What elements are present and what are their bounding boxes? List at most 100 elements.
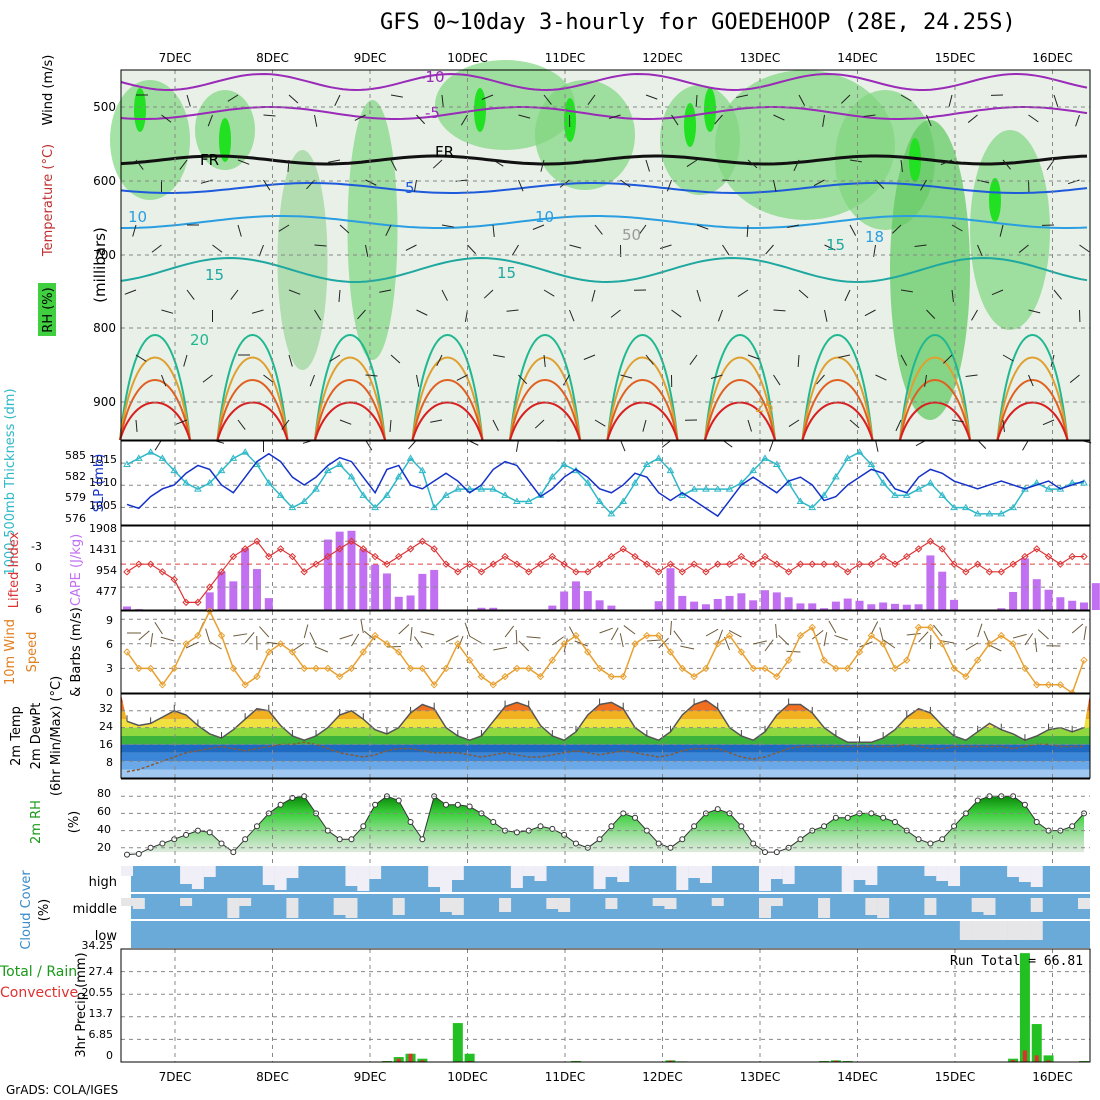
wind-speed-line-point (253, 672, 261, 681)
wind-barb (793, 159, 800, 172)
thickness-line-point (194, 485, 202, 492)
wind-barb (135, 354, 147, 362)
y-tick-label: 9 (106, 614, 113, 627)
wind-barb (1022, 439, 1029, 451)
rh-point (372, 801, 379, 808)
wind-barb (879, 627, 884, 642)
wind-barb (977, 179, 990, 184)
y-tick-label: 3 (106, 662, 113, 675)
wind-barb (205, 628, 211, 643)
temp-contour (996, 379, 1069, 441)
wind-barb (722, 244, 730, 256)
lifted-index-point (489, 560, 497, 568)
x-tick-label-top: 14DEC (837, 51, 877, 65)
wind-barb (920, 179, 927, 191)
cloud-clear-low (1030, 920, 1043, 940)
lifted-index-point (867, 560, 876, 568)
wind-barb (314, 114, 318, 127)
wind-barb (518, 179, 524, 192)
temp-contour (606, 401, 679, 441)
convective-bar (1046, 1060, 1051, 1062)
lifted-index-point (548, 552, 557, 561)
lifted-index-point (654, 568, 663, 576)
lifted-index-point (524, 568, 533, 576)
cape-bar (418, 573, 427, 610)
cape-bar (1044, 589, 1053, 610)
wind-barb (623, 625, 636, 635)
thickness-line-point (170, 466, 179, 474)
wind-barb (287, 159, 290, 172)
thickness-line-point (595, 497, 604, 504)
rh-point (632, 814, 639, 821)
rh-point (230, 849, 237, 856)
wind-speed-line-point (123, 648, 131, 656)
contour-label: 25 (755, 398, 774, 416)
thickness-line-point (123, 460, 131, 467)
cloud-clear-middle (865, 898, 878, 915)
wind-barb (940, 159, 953, 166)
cape-bar (548, 605, 557, 610)
wind-barb (918, 631, 929, 643)
wind-speed-line-point (454, 640, 462, 648)
temp-mask (121, 694, 1090, 743)
lifted-index-point (158, 568, 167, 576)
rh-point (939, 836, 946, 843)
cloud-clear-high (924, 866, 937, 876)
temp-contour (801, 379, 874, 441)
cape-bar (737, 593, 746, 610)
x-tick-label-top: 10DEC (447, 51, 487, 65)
cape-bar (123, 606, 131, 610)
thickness-line-point (418, 466, 427, 474)
temp-contour (119, 379, 191, 441)
x-tick-label-bottom: 12DEC (642, 1070, 682, 1084)
rh-point (561, 831, 568, 838)
rh-legend-swatch (38, 283, 56, 336)
cape-bar (820, 608, 829, 610)
wind-barb (680, 645, 695, 650)
rh-point (832, 814, 839, 821)
thickness-line-point (820, 491, 828, 498)
cloud-clear-middle (770, 898, 783, 906)
lifted-index-point (146, 560, 155, 568)
wind-barb (728, 629, 742, 638)
temp-contour (704, 401, 776, 441)
temp-contour (216, 379, 289, 441)
cape-bar (1020, 558, 1029, 610)
wind-barb (135, 419, 138, 432)
rh-area (970, 130, 1050, 330)
wind-barb (124, 289, 137, 295)
lifted-index-line (126, 540, 1084, 603)
temp-contour (704, 379, 776, 441)
wind-barb (552, 636, 564, 646)
x-tick-label-bottom: 16DEC (1032, 1070, 1072, 1084)
wind-speed-line-point (135, 664, 143, 673)
cape-bar (477, 607, 486, 610)
lifted-index-point (666, 560, 675, 568)
thickness-line-point (489, 485, 498, 492)
wind-barb (892, 224, 902, 234)
wind-barb (1083, 626, 1087, 641)
y-axis-label: Cloud Cover (19, 870, 34, 950)
rh-point (714, 806, 721, 813)
cloud-clear-high (1030, 866, 1043, 887)
wind-barb (543, 289, 555, 297)
wind-barb (309, 632, 317, 646)
wind-barb (309, 374, 315, 387)
lifted-index-point (997, 568, 1006, 576)
wind-speed-line-point (146, 664, 155, 673)
thickness-line-point (394, 472, 403, 480)
wind-barb (314, 309, 322, 321)
rh-point (336, 836, 343, 843)
cape-bar (394, 596, 403, 610)
wind-barb (863, 114, 876, 117)
rh-line (126, 795, 1085, 856)
wind-barb (991, 289, 1004, 296)
temp-contour (314, 334, 386, 441)
contour-label: 5 (405, 179, 415, 197)
wind-barb (416, 374, 420, 387)
temp-contour (411, 401, 484, 441)
y-axis-label: & Barbs (m/s) (69, 607, 84, 697)
cloud-clear-high (203, 866, 216, 877)
wind-speed-line-point (548, 656, 557, 664)
wind-speed-line-point (914, 623, 923, 632)
